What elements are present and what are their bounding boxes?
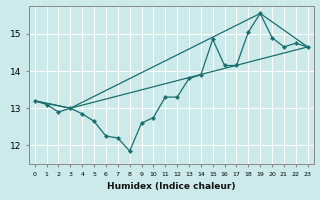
X-axis label: Humidex (Indice chaleur): Humidex (Indice chaleur) bbox=[107, 182, 236, 191]
